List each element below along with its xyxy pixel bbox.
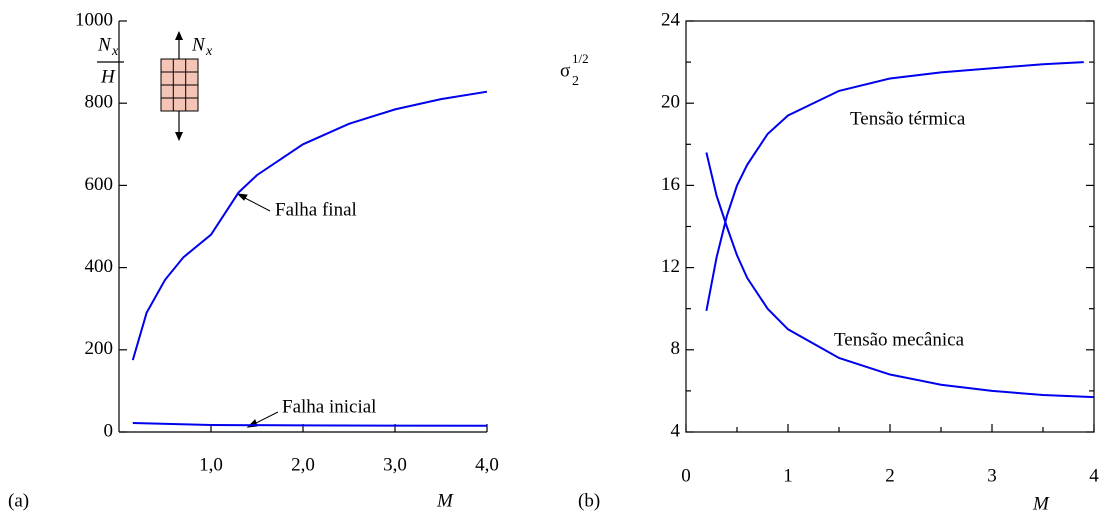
series-annotation: Tensão mecânica (834, 329, 965, 350)
y-label-symbol: σ (560, 60, 570, 81)
y-label-subscript: x (111, 44, 119, 59)
x-tick-label: 1 (783, 465, 793, 486)
y-tick-label: 24 (661, 9, 681, 30)
y-tick-label: 12 (661, 256, 680, 277)
y-tick-label: 400 (85, 256, 114, 277)
series-line (705, 61, 1084, 311)
x-tick-label: 2 (885, 465, 895, 486)
y-tick-label: 8 (671, 338, 681, 359)
y-tick-label: 4 (671, 420, 681, 441)
y-tick-label: 20 (661, 92, 680, 113)
y-label-subscript: 2 (572, 74, 579, 89)
inset-specimen (160, 31, 199, 141)
x-tick-label: 1,0 (199, 454, 223, 475)
y-label-denominator: H (100, 66, 116, 87)
y-tick-label: 16 (661, 174, 680, 195)
x-tick-label: 4 (1089, 465, 1099, 486)
plot-frame (685, 20, 1095, 433)
x-tick-label: 2,0 (291, 454, 315, 475)
x-label: M (436, 490, 454, 511)
y-tick-label: 800 (85, 92, 114, 113)
x-tick-label: 4,0 (475, 454, 499, 475)
y-tick-label: 600 (85, 174, 114, 195)
x-tick-label: 0 (681, 465, 691, 486)
x-tick-label: 3 (987, 465, 997, 486)
inset-label-symbol: N (191, 34, 206, 55)
inset-label-subscript: x (205, 44, 213, 59)
series-annotation: Falha inicial (282, 396, 376, 417)
annotation-arrow (236, 193, 279, 428)
panel-label: (a) (8, 490, 29, 511)
series-line (132, 422, 488, 427)
series-annotation: Tensão térmica (850, 108, 966, 129)
series-line (705, 152, 1095, 399)
y-tick-label: 200 (85, 338, 114, 359)
y-label-symbol: N (97, 34, 112, 55)
series-line (131, 90, 488, 361)
y-tick-label: 1000 (75, 9, 113, 30)
panel-label: (b) (578, 490, 600, 511)
x-tick-label: 3,0 (383, 454, 407, 475)
x-label: M (1032, 493, 1050, 514)
y-label-superscript: 1/2 (572, 51, 589, 66)
y-tick-label: 0 (104, 420, 114, 441)
series-annotation: Falha final (275, 199, 357, 220)
